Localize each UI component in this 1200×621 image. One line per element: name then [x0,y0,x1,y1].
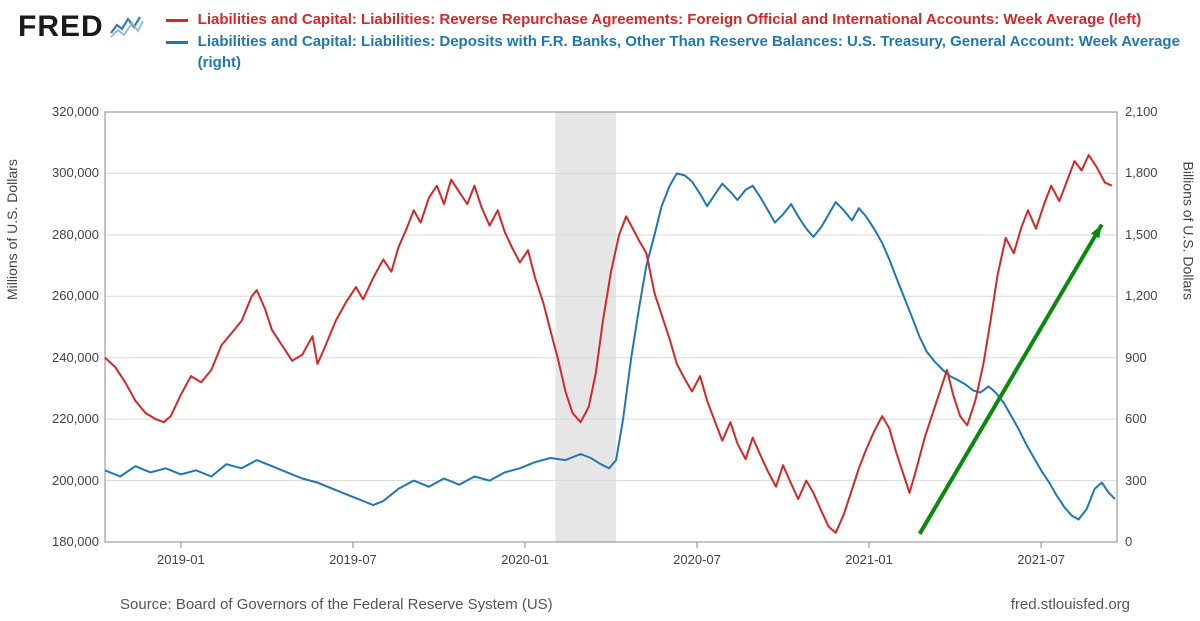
y-left-tick: 300,000 [39,165,99,180]
x-tick: 2019-07 [313,552,393,567]
y-right-tick: 2,100 [1125,104,1175,119]
y-left-tick: 260,000 [39,288,99,303]
y-left-axis-label: Millions of U.S. Dollars [4,159,20,300]
x-tick: 2019-01 [141,552,221,567]
y-right-tick: 0 [1125,534,1175,549]
x-tick: 2021-01 [829,552,909,567]
y-right-tick: 600 [1125,411,1175,426]
y-left-tick: 200,000 [39,473,99,488]
source-text: Source: Board of Governors of the Federa… [120,596,553,613]
y-left-tick: 280,000 [39,227,99,242]
x-tick: 2020-07 [657,552,737,567]
site-text: fred.stlouisfed.org [1011,596,1130,613]
footer: Source: Board of Governors of the Federa… [0,596,1200,613]
x-tick: 2021-07 [1001,552,1081,567]
y-left-tick: 180,000 [39,534,99,549]
y-right-tick: 900 [1125,350,1175,365]
y-right-tick: 1,200 [1125,288,1175,303]
y-left-tick: 240,000 [39,350,99,365]
y-left-tick: 320,000 [39,104,99,119]
y-right-axis-label: Billions of U.S. Dollars [1180,162,1196,301]
y-right-tick: 300 [1125,473,1175,488]
y-right-tick: 1,800 [1125,165,1175,180]
y-left-tick: 220,000 [39,411,99,426]
y-right-tick: 1,500 [1125,227,1175,242]
chart-plot [0,0,1200,621]
x-tick: 2020-01 [485,552,565,567]
